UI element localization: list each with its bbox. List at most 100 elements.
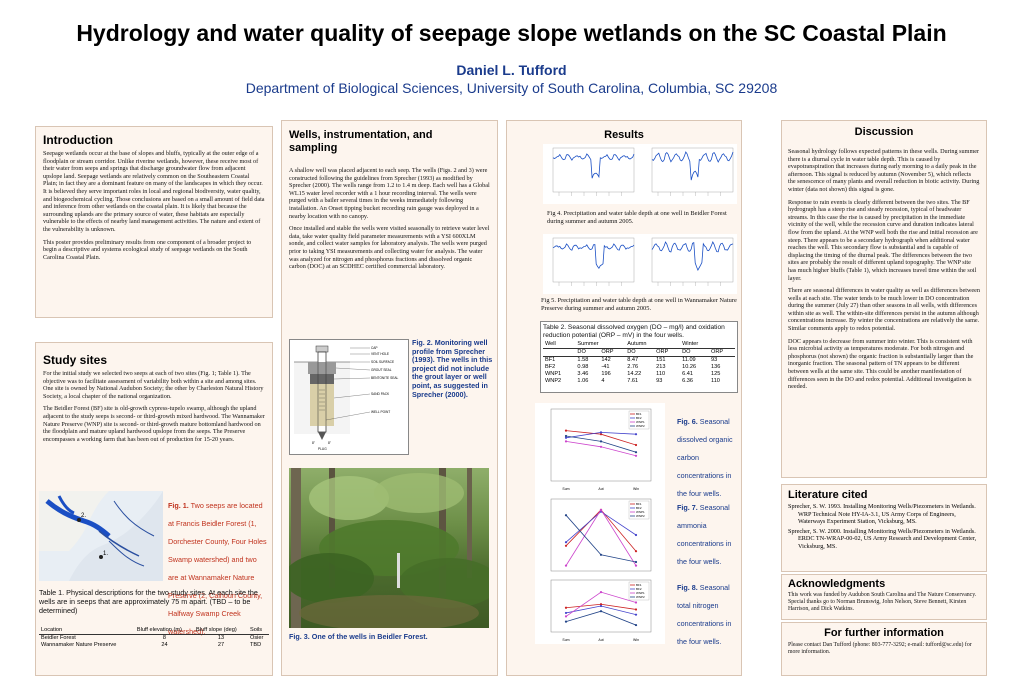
- site-map-figure: 2. 1.: [39, 491, 163, 581]
- table-row: WNP1 3.46 196 14.22 110 6.41 125: [543, 371, 735, 378]
- map-label-site-1: 1.: [103, 551, 108, 557]
- study-sites-paragraph: For the initial study we selected two se…: [43, 370, 264, 400]
- fig7-caption-text: Seasonal ammonia concentrations in the f…: [677, 503, 732, 566]
- fig1-caption-text: Two seeps are located at Francis Beidler…: [168, 501, 267, 636]
- table-cell: 1.06: [577, 378, 589, 384]
- legend-label: WNP1: [636, 420, 645, 424]
- table-cell: 13: [217, 635, 225, 641]
- hydrograph-frame: [651, 237, 734, 283]
- site-map: 2. 1.: [39, 491, 163, 581]
- legend-box: [628, 581, 650, 601]
- legend-box: [628, 500, 650, 520]
- study-sites-panel: Study sites For the initial study we sel…: [35, 342, 273, 676]
- diagram-label-depth-b: 8": [328, 441, 331, 445]
- table-cell: 11.09: [682, 357, 696, 363]
- legend-label: WNP2: [636, 595, 645, 599]
- fig5-hydrograph: [552, 237, 734, 286]
- data-point: [564, 429, 568, 432]
- wells-paragraph: A shallow well was placed adjacent to ea…: [289, 167, 490, 220]
- x-tick-label: Sum: [562, 638, 569, 642]
- diagram-label-sand: SAND PACK: [371, 392, 390, 396]
- table2-sub: ORP: [601, 349, 614, 355]
- x-tick-label: Aut: [598, 638, 603, 642]
- table2: Table 2. Seasonal dissolved oxygen (DO –…: [540, 321, 738, 393]
- table2-sub-row: DO ORP DO ORP DO ORP: [543, 349, 735, 357]
- plot-area: [550, 579, 652, 633]
- table-cell: 125: [711, 371, 721, 377]
- diagram-label-cap: CAP: [371, 346, 378, 350]
- study-sites-paragraph: The Beidler Forest (BF) site is old-grow…: [43, 405, 265, 443]
- fig6-caption-label: Fig. 6.: [677, 417, 698, 426]
- fig8-caption-label: Fig. 8.: [677, 583, 698, 592]
- fig8-caption: Fig. 8. Seasonal total nitrogen concentr…: [677, 577, 739, 649]
- table2-group: Autumn: [627, 341, 647, 347]
- data-point: [599, 440, 603, 443]
- fig3-caption: Fig. 3. One of the wells in Beidler Fore…: [289, 632, 428, 641]
- forest-well-photo: [289, 468, 489, 628]
- fig5-charts: [543, 234, 737, 294]
- well-diagram-figure: CAP VENT HOLE SOIL SURFACE GROUT SEAL BE…: [289, 339, 409, 455]
- map-label-site-2: 2.: [81, 513, 86, 519]
- table-cell: Beidler Forest: [41, 635, 76, 641]
- table-cell: 24: [161, 642, 168, 648]
- table2-group: Winter: [682, 341, 699, 347]
- table-cell: 7.61: [627, 378, 639, 384]
- reference-item: Sprecher, S. W. 2000. Installing Monitor…: [788, 527, 977, 550]
- legend-label: WNP1: [636, 591, 645, 595]
- data-point: [599, 603, 603, 606]
- discussion-paragraph: There are seasonal differences in water …: [788, 287, 981, 333]
- legend-label: WNP2: [636, 424, 645, 428]
- table-cell: BF1: [545, 357, 556, 363]
- fig6-caption-text: Seasonal dissolved organic carbon concen…: [677, 417, 733, 498]
- introduction-paragraph: Seepage wetlands occur at the base of sl…: [43, 150, 265, 233]
- introduction-paragraph: This poster provides preliminary results…: [43, 238, 252, 261]
- table1-header: Location: [41, 627, 63, 633]
- table1-header: Bluff elevation (m): [136, 627, 182, 633]
- data-point: [634, 454, 638, 457]
- further-info-heading: For further information: [824, 627, 944, 639]
- hydrograph-line: [651, 151, 734, 181]
- legend-label: WNP1: [636, 510, 645, 514]
- data-point: [599, 431, 603, 434]
- table-cell: 213: [656, 364, 666, 370]
- acknowledgments-heading: Acknowledgments: [788, 578, 886, 590]
- table-cell: 110: [711, 378, 720, 384]
- diagram-label-soil: SOIL SURFACE: [371, 360, 394, 364]
- table-cell: 6.36: [682, 378, 693, 384]
- legend-label: BF1: [636, 583, 642, 587]
- x-tick-label: Sum: [562, 487, 569, 491]
- table-cell: 142: [601, 357, 611, 363]
- introduction-heading: Introduction: [43, 133, 113, 147]
- table-cell: 110: [656, 371, 666, 377]
- wells-panel: Wells, instrumentation, and sampling A s…: [281, 120, 498, 676]
- data-point: [599, 604, 603, 608]
- table-cell: 136: [711, 364, 721, 370]
- data-point: [599, 553, 603, 556]
- legend-label: BF1: [636, 412, 642, 416]
- data-point: [564, 606, 568, 609]
- legend-label: BF2: [636, 506, 642, 510]
- table-cell: 8.47: [627, 357, 639, 363]
- legend-label: WNP2: [636, 514, 645, 518]
- diagram-label-depth-a: 8": [312, 441, 315, 445]
- table1: Location Bluff elevation (m) Bluff slope…: [39, 627, 269, 649]
- table2-group: Well: [545, 341, 556, 347]
- discussion-heading: Discussion: [854, 126, 914, 138]
- diagram-label-wellpoint: WELL POINT: [371, 410, 390, 414]
- data-point: [634, 533, 638, 537]
- literature-panel: Literature cited Sprecher, S. W. 1993. I…: [781, 484, 987, 572]
- diagram-label-plug: PLUG: [318, 447, 327, 451]
- table-row: Beidler Forest 8 13 Osier: [39, 635, 269, 643]
- data-point: [599, 610, 603, 613]
- data-point: [564, 541, 568, 544]
- data-point: [564, 620, 568, 623]
- table-row: BF1 1.58 142 8.47 151 11.09 93: [543, 357, 735, 365]
- data-point: [634, 550, 638, 553]
- table-cell: 151: [656, 357, 666, 363]
- table-cell: 93: [711, 357, 718, 363]
- results-panel: Results Fig 4. Precipitation and water t…: [506, 120, 742, 676]
- table2-group-row: Well Summer Autumn Winter: [543, 341, 735, 349]
- fig7-caption-label: Fig. 7.: [677, 503, 698, 512]
- wells-heading: Wells, instrumentation, and sampling: [289, 129, 433, 154]
